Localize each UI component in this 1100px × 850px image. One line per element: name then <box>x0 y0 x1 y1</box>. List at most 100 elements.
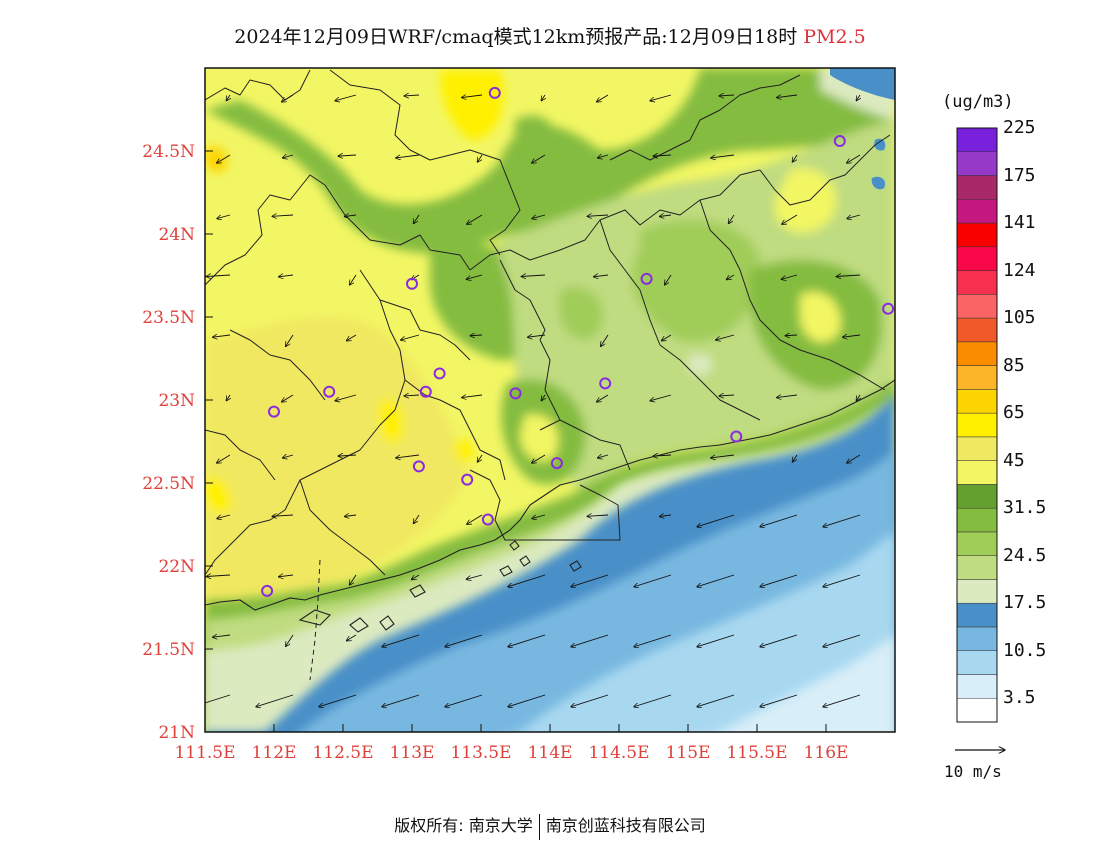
wind-arrow <box>278 275 294 277</box>
legend-label: 10.5 <box>1003 639 1047 661</box>
wind-arrow <box>462 395 483 398</box>
wind-arrow <box>346 634 357 641</box>
wind-arrow <box>350 274 357 285</box>
legend-swatch <box>956 412 998 438</box>
station-marker <box>419 385 432 398</box>
station-marker <box>882 302 895 315</box>
legend-label: 31.5 <box>1003 497 1047 519</box>
lon-tick-label: 112.5E <box>312 743 373 763</box>
wind-arrow <box>411 574 420 580</box>
lon-tick-label: 116E <box>804 743 849 763</box>
lon-tick-label: 115E <box>666 743 711 763</box>
legend-swatch <box>956 317 998 343</box>
wind-arrow <box>206 575 231 577</box>
legend-label: 17.5 <box>1003 592 1047 614</box>
wind-arrow <box>466 574 483 579</box>
station-marker <box>268 405 280 418</box>
copyright-footer: 版权所有: 南京大学 南京创蓝科技有限公司 <box>0 812 1100 840</box>
title-text: 2024年12月09日WRF/cmaq模式12km预报产品:12月09日18时 <box>234 26 798 48</box>
species-label: PM2.5 <box>803 26 866 48</box>
wind-arrow <box>217 154 231 163</box>
legend-swatch <box>956 697 998 723</box>
wind-arrow <box>777 395 798 398</box>
wind-arrow <box>719 95 735 96</box>
legend-swatch <box>956 531 998 556</box>
wind-arrow <box>532 214 546 219</box>
wind-arrow <box>726 274 735 280</box>
wind-arrow <box>711 454 735 458</box>
legend-swatch <box>956 199 998 224</box>
legend-label: 175 <box>1003 164 1036 186</box>
legend-swatch <box>956 626 998 651</box>
wind-arrow <box>587 515 609 516</box>
wind-arrow <box>413 514 420 524</box>
legend-label: 105 <box>1003 307 1036 329</box>
wind-arrow <box>467 514 483 524</box>
wind-arrow <box>792 154 798 162</box>
station-marker <box>406 277 418 290</box>
wind-arrow <box>597 394 609 402</box>
wind-arrow <box>781 274 798 279</box>
wind-arrow <box>571 694 609 707</box>
wind-arrow <box>217 454 231 463</box>
lon-tick-label: 111.5E <box>174 743 235 763</box>
wind-arrow <box>532 154 546 163</box>
station-marker <box>488 86 501 99</box>
lat-tick-label: 21.5N <box>142 640 195 660</box>
wind-arrow <box>350 574 357 585</box>
wind-arrow <box>462 95 483 98</box>
station-marker <box>730 430 743 443</box>
wind-arrow <box>571 574 609 587</box>
legend-swatch <box>956 507 998 533</box>
wind-arrow <box>601 334 609 346</box>
wind-arrow <box>760 514 798 527</box>
wind-arrow <box>521 275 546 277</box>
wind-arrow <box>823 514 861 527</box>
wind-arrow <box>282 94 294 102</box>
wind-arrow <box>716 334 735 340</box>
legend-label: 225 <box>1003 117 1036 138</box>
wind-arrow <box>532 454 546 463</box>
wind-arrow <box>856 94 860 101</box>
wind-arrow <box>508 634 546 647</box>
wind-arrow <box>792 454 798 462</box>
lat-tick-label: 22.5N <box>142 474 195 494</box>
station-marker <box>323 385 336 398</box>
legend-swatch <box>956 294 998 319</box>
station-marker <box>433 367 446 380</box>
wind-arrow <box>413 214 420 224</box>
wind-arrow <box>653 155 672 156</box>
wind-arrow <box>272 515 294 516</box>
wind-arrow <box>344 215 357 216</box>
wind-arrow <box>396 154 420 158</box>
wind-arrow <box>404 95 420 96</box>
station-marker <box>461 473 474 486</box>
wind-arrow <box>760 574 798 587</box>
wind-arrow <box>650 94 672 101</box>
legend-swatch <box>956 579 998 604</box>
wind-arrow <box>823 694 861 707</box>
wind-arrow <box>213 335 231 337</box>
legend-label: 124 <box>1003 259 1036 281</box>
wind-arrow <box>650 394 672 401</box>
wind-arrow <box>401 334 420 340</box>
wind-arrow <box>282 455 294 458</box>
lon-tick-label: 114.5E <box>588 743 649 763</box>
legend-label: 24.5 <box>1003 544 1047 566</box>
wind-arrow <box>634 694 672 707</box>
lon-tick-label: 113.5E <box>450 743 511 763</box>
wind-arrow <box>256 694 294 707</box>
wind-arrow <box>782 214 798 224</box>
legend-label: 45 <box>1003 449 1025 471</box>
wind-arrow <box>335 94 357 101</box>
lon-tick-label: 113E <box>390 743 435 763</box>
wind-arrow <box>338 455 357 456</box>
wind-arrow <box>477 154 483 162</box>
wind-arrow <box>205 694 231 704</box>
wind-arrow <box>587 215 609 216</box>
lat-tick-label: 23.5N <box>142 308 195 328</box>
station-marker <box>833 135 846 148</box>
footer-right: 南京创蓝科技有限公司 <box>545 816 706 835</box>
wind-arrow <box>217 514 231 519</box>
